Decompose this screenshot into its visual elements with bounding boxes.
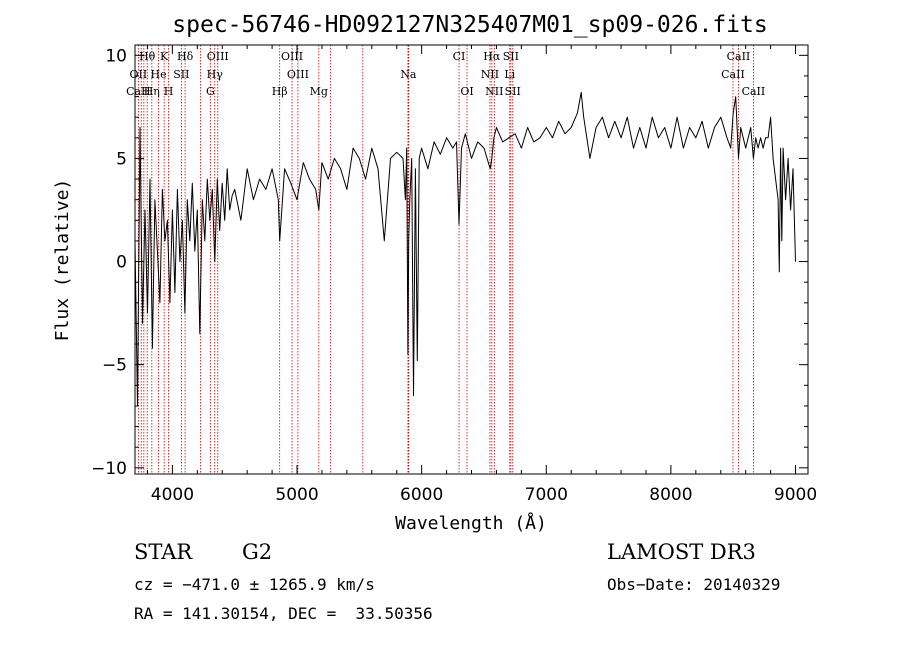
- x-axis-label: Wavelength (Å): [395, 512, 547, 534]
- marker-label: OIII: [287, 68, 309, 81]
- y-tick-label: 5: [116, 149, 127, 169]
- marker-label: CaII: [721, 68, 745, 81]
- redshift-cz: cz = −471.0 ± 1265.9 km/s: [134, 575, 375, 594]
- x-tick-label: 9000: [774, 485, 817, 505]
- axis-ticks: 4000 5000 6000 7000 8000 9000 −10 −5 0 5 10: [91, 45, 817, 505]
- marker-label: Na: [400, 68, 417, 81]
- marker-label: OI: [460, 85, 473, 98]
- marker-label: Hθ: [139, 50, 156, 63]
- x-tick-label: 8000: [649, 485, 692, 505]
- marker-label: SII: [173, 68, 189, 81]
- marker-label: CaII: [727, 50, 751, 63]
- marker-label: Hη: [144, 85, 160, 98]
- marker-label: SII: [503, 50, 519, 63]
- marker-label: OII: [130, 68, 148, 81]
- spectrum-line: [134, 91, 796, 407]
- marker-label: Hβ: [272, 85, 288, 98]
- subclass: G2: [242, 540, 273, 564]
- marker-label: NII: [485, 85, 503, 98]
- marker-label: CaH: [126, 85, 151, 98]
- marker-label: OIII: [281, 50, 303, 63]
- observation-date: Obs−Date: 20140329: [607, 575, 781, 594]
- marker-label: OIII: [207, 50, 229, 63]
- chart-title: spec-56746-HD092127N325407M01_sp09-026.f…: [172, 12, 767, 38]
- object-class: STAR: [134, 540, 193, 564]
- marker-label: Li: [504, 68, 515, 81]
- marker-label: K: [160, 50, 169, 63]
- y-axis-label: Flux (relative): [52, 179, 73, 342]
- marker-label: CaII: [742, 85, 766, 98]
- y-tick-label: 10: [105, 46, 127, 66]
- survey-name: LAMOST DR3: [607, 540, 756, 564]
- marker-label: Hγ: [207, 68, 224, 81]
- coordinates: RA = 141.30154, DEC = 33.50356: [134, 604, 433, 623]
- y-tick-label: 0: [116, 253, 127, 273]
- marker-label: He: [151, 68, 167, 81]
- plot-frame: [134, 44, 809, 475]
- x-tick-label: 7000: [525, 485, 568, 505]
- marker-label: NII: [481, 68, 499, 81]
- marker-label: Hα: [483, 50, 501, 63]
- spectrum-series: [134, 91, 796, 407]
- y-tick-label: −5: [102, 356, 127, 376]
- marker-label: SII: [505, 85, 521, 98]
- x-tick-label: 4000: [151, 485, 194, 505]
- x-tick-label: 5000: [275, 485, 318, 505]
- y-tick-label: −10: [91, 459, 127, 479]
- marker-label: CI: [453, 50, 466, 63]
- marker-label: Mg: [310, 85, 328, 98]
- x-tick-label: 6000: [400, 485, 443, 505]
- marker-label: G: [206, 85, 215, 98]
- marker-label: H: [164, 85, 174, 98]
- marker-label: Hδ: [177, 50, 194, 63]
